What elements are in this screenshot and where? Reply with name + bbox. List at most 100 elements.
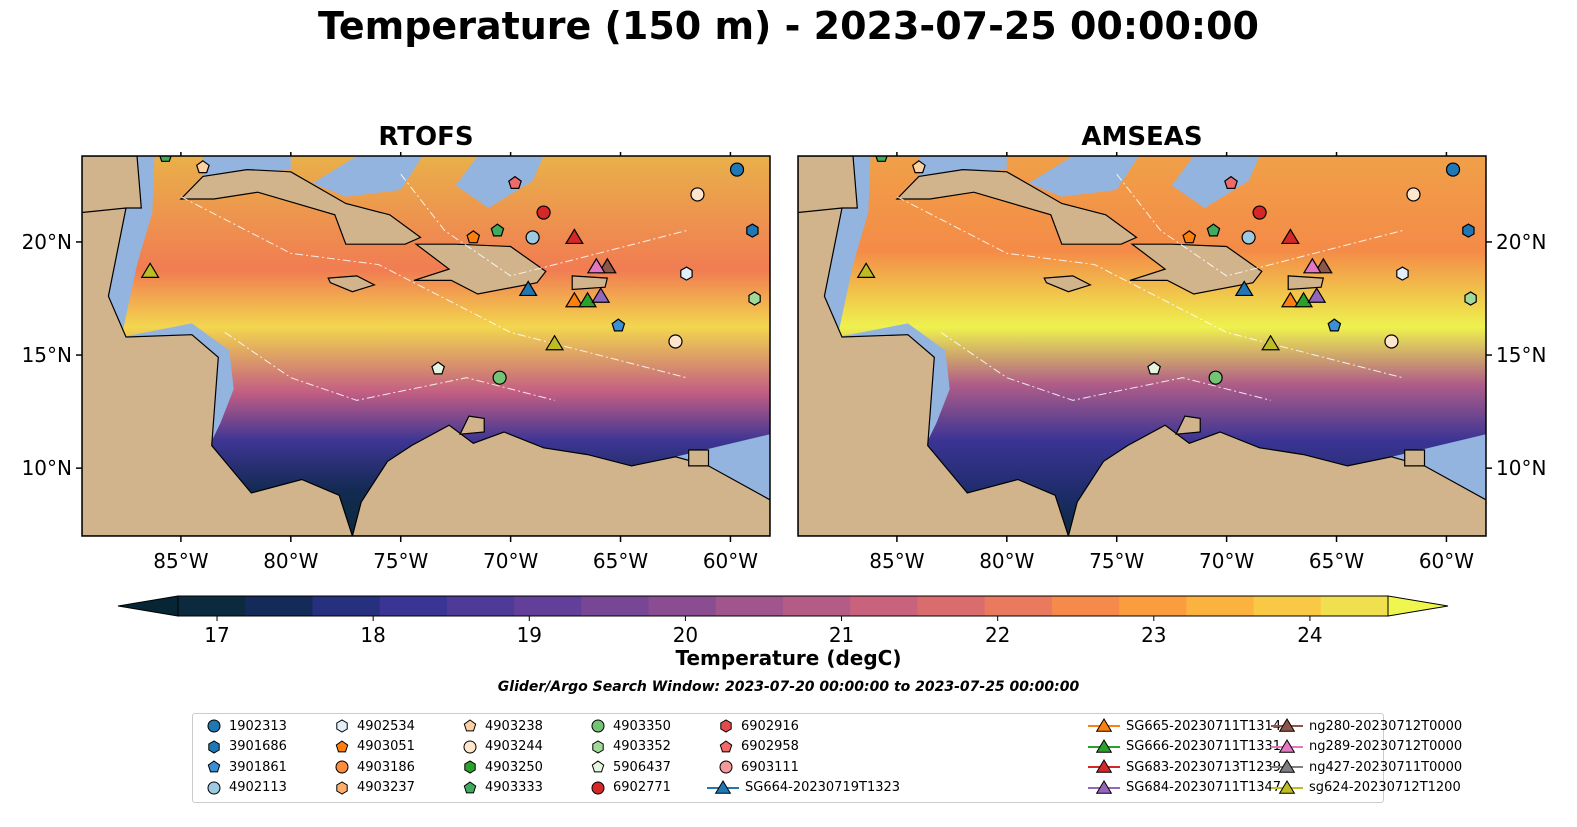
lon-tick-label: 60°W	[703, 549, 758, 573]
legend-item: SG664-20230719T1323	[705, 778, 900, 798]
colorbar-segment	[446, 596, 515, 616]
legend-item: 4902113	[203, 778, 287, 798]
shallow-water	[1028, 156, 1139, 197]
shallow-water	[312, 156, 423, 197]
panel-frame	[797, 155, 1487, 537]
marker-sg624-20230712T1200	[856, 262, 876, 278]
legend-label: 6902771	[613, 780, 671, 795]
lat-tick-label: 20°N	[1496, 230, 1546, 254]
legend-label: SG666-20230711T1331	[1126, 739, 1282, 754]
marker-4902534	[680, 266, 693, 281]
legend-marker-icon	[463, 719, 477, 732]
legend-marker-icon	[707, 779, 739, 794]
lat-tick-label: 15°N	[1496, 343, 1546, 367]
legend-label: 4902113	[229, 780, 287, 795]
lon-tick-label: 65°W	[1309, 549, 1364, 573]
legend-marker-icon	[336, 719, 348, 733]
marker-4903333	[875, 156, 888, 162]
marker-SG664-20230719T1323	[518, 280, 538, 297]
colorbar-extend-high	[1387, 595, 1449, 617]
marker-6902771	[1252, 205, 1267, 220]
land-hispaniola	[413, 243, 547, 295]
land-yucatan_top	[82, 156, 142, 214]
legend-item: 6902958	[715, 737, 799, 757]
legend-item: 6902771	[587, 778, 671, 798]
lat-tick-label: 10°N	[1496, 456, 1546, 480]
colorbar-segment	[178, 596, 246, 616]
legend-label: 4903333	[485, 780, 543, 795]
legend-item: 1902313	[203, 716, 287, 736]
legend-item: 6902916	[715, 716, 799, 736]
marker-ng289-20230712T0000	[1302, 257, 1322, 274]
marker-4902113	[1241, 230, 1256, 245]
colorbar-segment	[984, 596, 1053, 616]
land-puertorico	[1287, 275, 1325, 291]
marker-4903238	[195, 160, 210, 174]
eez-boundary	[940, 331, 1271, 401]
marker-3901861	[611, 318, 626, 332]
legend-marker-icon	[591, 719, 605, 733]
marker-4903238	[911, 160, 926, 174]
legend-label: ng427-20230711T0000	[1309, 759, 1463, 775]
legend-marker-icon	[208, 739, 220, 754]
land-guajira	[1175, 415, 1201, 435]
legend-marker-icon	[1271, 738, 1303, 753]
legend-label: 4903350	[613, 718, 671, 734]
land-trinidad	[688, 449, 710, 467]
legend-item: SG683-20230713T1239	[1086, 757, 1281, 777]
legend-marker-icon	[592, 739, 604, 754]
legend-item: 4903244	[459, 737, 543, 757]
lon-tick-label: 65°W	[593, 549, 648, 573]
legend-item: SG684-20230711T1347	[1086, 778, 1281, 798]
legend-item: sg624-20230712T1200	[1269, 778, 1461, 798]
legend-marker-icon	[1088, 738, 1120, 753]
colorbar-segment	[917, 596, 986, 616]
legend-label: 3901686	[229, 739, 287, 754]
land-guajira	[459, 415, 485, 435]
legend-marker-icon	[335, 760, 349, 774]
colorbar-tick-label: 17	[204, 623, 229, 647]
colorbar-label: Temperature (degC)	[675, 646, 902, 670]
legend-item: 4903237	[331, 778, 415, 798]
lon-tick-label: 70°W	[1199, 549, 1254, 573]
legend-marker-icon	[207, 719, 221, 733]
legend-marker-icon	[1271, 779, 1303, 794]
marker-4903350	[1208, 370, 1223, 385]
marker-4903333	[1206, 223, 1221, 237]
colorbar-segment	[783, 596, 851, 616]
legend-item: 4903238	[459, 716, 543, 736]
marker-sg624-20230712T1200	[545, 334, 565, 351]
legend-item: ng427-20230711T0000	[1269, 757, 1462, 777]
lat-tick-label: 10°N	[22, 456, 72, 480]
colorbar-segment	[379, 596, 448, 616]
legend-item: 6903111	[715, 757, 799, 777]
eez-boundary	[180, 196, 687, 379]
colorbar-tick-label: 21	[829, 623, 854, 647]
colorbar: 17 18 19 20 21 22 23 24	[117, 595, 1449, 647]
shallow-water	[1171, 156, 1260, 208]
colorbar-segment	[715, 596, 784, 616]
legend-label: 4903352	[613, 739, 671, 754]
legend-label: 4903051	[357, 739, 415, 754]
marker-SG666-20230711T1331	[578, 291, 598, 308]
legend-label: 4903250	[485, 759, 543, 775]
shallow-water	[675, 434, 770, 500]
legend-item: 4903250	[459, 757, 543, 777]
eez-boundary	[400, 173, 687, 277]
marker-4903333	[159, 156, 172, 162]
legend-marker-icon	[207, 781, 221, 794]
land-southam	[1067, 424, 1486, 536]
map-panel-rtofs: 85°W 80°W 75°W 70°W 65°W 60°W 20°N 15°N 10°N	[22, 152, 771, 573]
marker-SG664-20230719T1323	[1234, 280, 1254, 297]
legend-marker-icon	[1088, 779, 1120, 794]
colorbar-tick-label: 20	[673, 623, 698, 647]
marker-SG684-20230711T1347	[1307, 287, 1327, 303]
eez-boundary	[1116, 173, 1403, 277]
marker-1902313	[729, 162, 745, 177]
marker-4903333	[490, 223, 505, 237]
legend-label: SG665-20230711T1314	[1126, 718, 1282, 734]
colorbar-segment	[581, 596, 650, 616]
colorbar-segment	[245, 596, 314, 616]
marker-4903350	[492, 370, 507, 385]
land-cuba	[179, 168, 422, 245]
